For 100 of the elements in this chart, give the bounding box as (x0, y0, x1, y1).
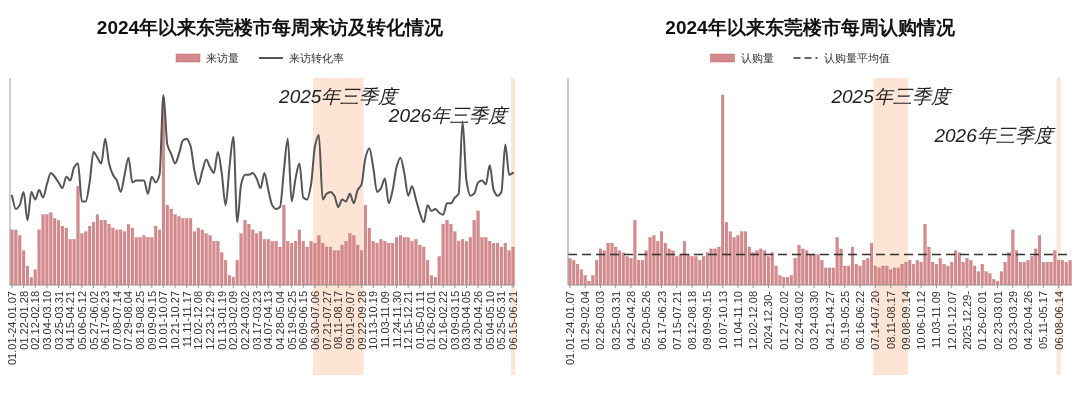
bar (142, 235, 146, 286)
chart-title: 2024年以来东莞楼市每周认购情况 (665, 17, 956, 38)
x-tick-label: 07.14-07.20 (869, 291, 882, 350)
x-tick-label: 01.27-02.02 (777, 291, 790, 350)
x-tick-label: 09.01-09.07 (343, 291, 356, 350)
bar (45, 214, 49, 286)
chart-title: 2024年以来东莞楼市每周来访及转化情况 (96, 17, 445, 38)
bar (912, 263, 916, 286)
x-tick-label: 01.22-01.28 (17, 291, 30, 350)
bar (348, 233, 352, 286)
x-tick-label: 05.19-05.25 (838, 291, 851, 350)
bar (259, 231, 263, 286)
bar (111, 227, 115, 286)
x-tick-label: 05.27-06.02 (87, 291, 100, 350)
band-label: 2025年三季度 (830, 86, 953, 107)
bar (383, 241, 387, 286)
bar (606, 243, 610, 286)
bar (387, 243, 391, 286)
x-tick-label: 11.03-11.09 (378, 291, 391, 349)
x-tick-label: 02.03-02.09 (227, 291, 240, 350)
bar (755, 250, 759, 286)
x-tick-label: 03.04-03.10 (40, 291, 53, 350)
bar (621, 252, 625, 286)
bar (216, 241, 220, 286)
bar (740, 231, 744, 286)
bar (618, 250, 622, 286)
bar (908, 260, 912, 286)
x-tick-label: 08.11-08.17 (884, 291, 897, 349)
x-tick-label: 05.11-05.17 (1037, 291, 1050, 349)
bar (208, 235, 212, 286)
x-tick-label: 05.25-05.31 (495, 291, 508, 350)
bar (41, 214, 45, 286)
x-tick-label: 10.07-10.13 (716, 291, 729, 350)
bar (154, 225, 158, 286)
bar (204, 233, 208, 286)
bar (759, 248, 763, 286)
x-tick-label: 11.11-11.17 (180, 291, 193, 348)
bar (138, 237, 142, 286)
bar (568, 258, 572, 286)
bar (572, 260, 576, 286)
bar (115, 229, 119, 286)
bar (709, 248, 713, 286)
bar (671, 250, 675, 286)
bar (511, 246, 515, 286)
bar (503, 243, 507, 286)
bar (957, 252, 961, 286)
x-tick-label: 08.12-08.18 (686, 291, 699, 350)
bar (610, 243, 614, 286)
x-tick-label: 05.20-05.26 (640, 291, 653, 350)
bar (633, 220, 637, 286)
x-tick-label: 2024.12.30- (762, 290, 775, 350)
x-tick-label: 07.29-08.04 (122, 291, 135, 350)
bar (375, 243, 379, 286)
bar (690, 256, 694, 286)
x-tick-label: 04.15-04.21 (64, 291, 77, 350)
x-tick-label: 01.01-24.01.07 (563, 291, 576, 366)
bar (808, 254, 812, 286)
bar (877, 267, 881, 286)
x-tick-label: 01.26-02.01 (425, 291, 438, 350)
legend-label: 来访量 (206, 52, 239, 64)
bar (801, 248, 805, 286)
bar (889, 269, 893, 286)
bar (694, 256, 698, 286)
bar (464, 241, 468, 286)
x-tick-label: 01.29-02.04 (579, 291, 592, 350)
bar (705, 252, 709, 286)
bar (938, 258, 942, 286)
bar (185, 218, 189, 286)
bar (816, 254, 820, 286)
bar (896, 267, 900, 286)
x-tick-label: 03.30-04.05 (460, 291, 473, 350)
bar (648, 237, 652, 286)
bar (786, 277, 790, 286)
x-tick-label: 02.24-03.02 (793, 291, 805, 350)
bar (492, 243, 496, 286)
x-tick-label: 07.08-07.14 (110, 291, 123, 350)
x-tick-label: 10.06-10.12 (915, 291, 928, 350)
bar (576, 263, 580, 286)
x-tick-label: 06.17-06.23 (655, 291, 668, 350)
x-tick-label: 12.23-12.29 (204, 291, 217, 350)
bar (177, 216, 181, 286)
bar (414, 239, 418, 286)
bar (200, 229, 204, 286)
x-tick-label: 10.21-10.27 (169, 291, 182, 350)
bar (782, 277, 786, 286)
bar (410, 241, 414, 286)
bar (812, 254, 816, 286)
bar (713, 248, 717, 286)
x-tick-label: 01.13-01.19 (215, 291, 228, 350)
bar (290, 243, 294, 286)
x-tick-label: 05.04-05.10 (483, 291, 496, 350)
bar (398, 235, 402, 286)
bar (598, 248, 602, 286)
x-tick-label: 03.25-03.31 (609, 291, 622, 350)
x-tick-label: 04.07-04.13 (262, 291, 275, 350)
bar (805, 250, 809, 286)
bar (1038, 235, 1042, 286)
bar (625, 256, 629, 286)
bar (274, 241, 278, 286)
bar (379, 239, 383, 286)
